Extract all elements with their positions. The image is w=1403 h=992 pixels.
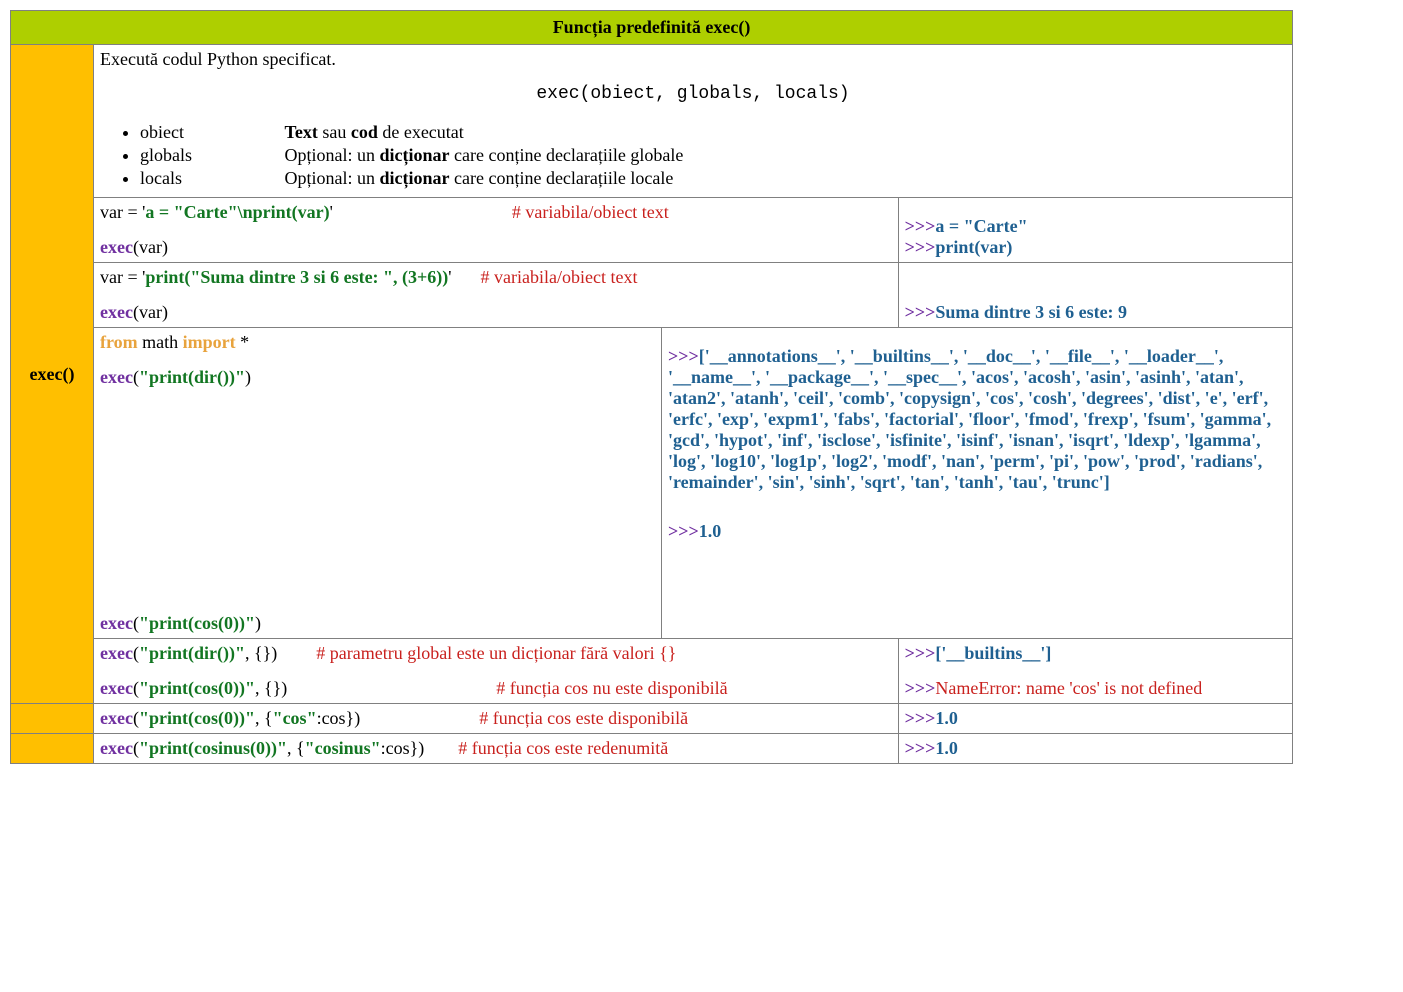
comment: # variabila/obiect text [481,267,638,287]
code-line: var = 'print("Suma dintre 3 si 6 este: "… [100,267,452,287]
ex2-code: var = 'print("Suma dintre 3 si 6 este: "… [94,263,899,328]
ex5-output: >>>1.0 [898,704,1292,734]
ex1-code: var = 'a = "Carte"\nprint(var)' # variab… [94,198,899,263]
output-line: >>>['__annotations__', '__builtins__', '… [668,346,1286,493]
param-desc: Opțional: un dicționar care conține decl… [285,168,674,188]
exec-reference-table: Funcția predefinită exec() exec() Execut… [10,10,1293,764]
code-line: exec("print(dir())", {}) [100,643,277,663]
output-line: >>>1.0 [668,521,1286,542]
comment: # funcția cos nu este disponibilă [496,678,727,698]
ex6-output: >>>1.0 [898,734,1292,764]
comment: # funcția cos este disponibilă [479,708,688,728]
intro-cell: Execută codul Python specificat. exec(ob… [94,45,1293,198]
ex3-output: >>>['__annotations__', '__builtins__', '… [662,328,1293,639]
output-line: >>>['__builtins__'] [905,643,1286,664]
func-name-cell: exec() [11,45,94,704]
param-item: globals Opțional: un dicționar care conț… [140,145,1286,166]
output-line: >>>NameError: name 'cos' is not defined [905,678,1286,699]
comment: # variabila/obiect text [512,202,669,222]
output-line: >>>1.0 [905,708,958,728]
ex2-output: >>>Suma dintre 3 si 6 este: 9 [898,263,1292,328]
code-line: exec("print(cos(0))", {}) [100,678,287,698]
intro-text: Execută codul Python specificat. [100,49,1286,70]
comment: # parametru global este un dicționar făr… [316,643,676,663]
param-list: obiect Text sau cod de executat globals … [140,122,1286,189]
code-line: exec("print(cosinus(0))", {"cosinus":cos… [100,738,424,758]
ex5-code: exec("print(cos(0))", {"cos":cos}) # fun… [94,704,899,734]
param-name: locals [140,168,280,189]
comment: # funcția cos este redenumită [458,738,668,758]
output-line: >>>Suma dintre 3 si 6 este: 9 [905,302,1286,323]
signature: exec(obiect, globals, locals) [100,84,1286,104]
code-line: exec(var) [100,237,168,257]
empty-func-cell [11,704,94,734]
code-line: from math import * [100,332,655,353]
ex4-output: >>>['__builtins__'] >>>NameError: name '… [898,639,1292,704]
param-desc: Opțional: un dicționar care conține decl… [285,145,684,165]
output-line: >>>a = "Carte" [905,216,1286,237]
output-line: >>>1.0 [905,738,958,758]
param-name: globals [140,145,280,166]
code-line: var = 'a = "Carte"\nprint(var)' [100,202,333,222]
param-item: locals Opțional: un dicționar care conți… [140,168,1286,189]
param-desc: Text sau cod de executat [285,122,464,142]
ex3-code: from math import * exec("print(dir())") … [94,328,662,639]
code-line: exec("print(dir())") [100,367,655,388]
param-name: obiect [140,122,280,143]
empty-func-cell [11,734,94,764]
func-name: exec() [30,364,75,384]
ex6-code: exec("print(cosinus(0))", {"cosinus":cos… [94,734,899,764]
param-item: obiect Text sau cod de executat [140,122,1286,143]
ex1-output: >>>a = "Carte" >>>print(var) [898,198,1292,263]
table-header: Funcția predefinită exec() [11,11,1293,45]
code-line: exec("print(cos(0))", {"cos":cos}) [100,708,360,728]
header-title: Funcția predefinită exec() [553,17,751,37]
code-line: exec("print(cos(0))") [100,613,655,634]
output-line: >>>print(var) [905,237,1286,258]
ex4-code: exec("print(dir())", {}) # parametru glo… [94,639,899,704]
code-line: exec(var) [100,302,168,322]
